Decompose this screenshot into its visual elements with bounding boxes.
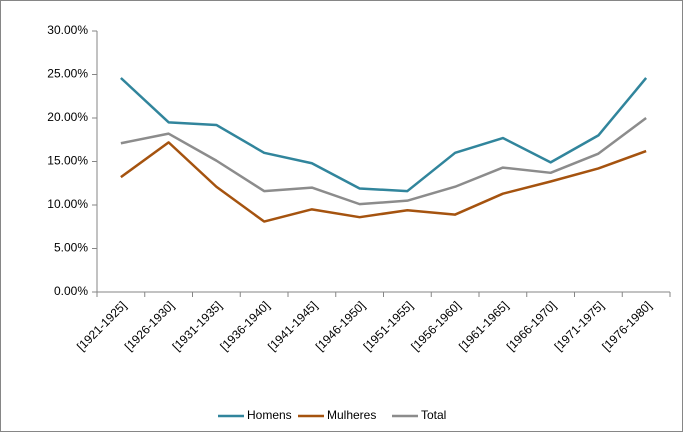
legend-label: Total [421,408,446,422]
series-line [120,77,648,193]
y-tick-label: 15.00% [47,154,88,168]
series-line [120,116,647,206]
y-tick-label: 10.00% [47,197,88,211]
y-tick-label: 5.00% [54,241,88,255]
y-tick-label: 25.00% [47,67,88,81]
legend-label: Homens [247,408,292,422]
legend-label: Mulheres [327,408,376,422]
y-tick-label: 30.00% [47,23,88,37]
series-line [120,141,647,223]
y-tick-label: 0.00% [54,284,88,298]
y-tick-label: 20.00% [47,110,88,124]
